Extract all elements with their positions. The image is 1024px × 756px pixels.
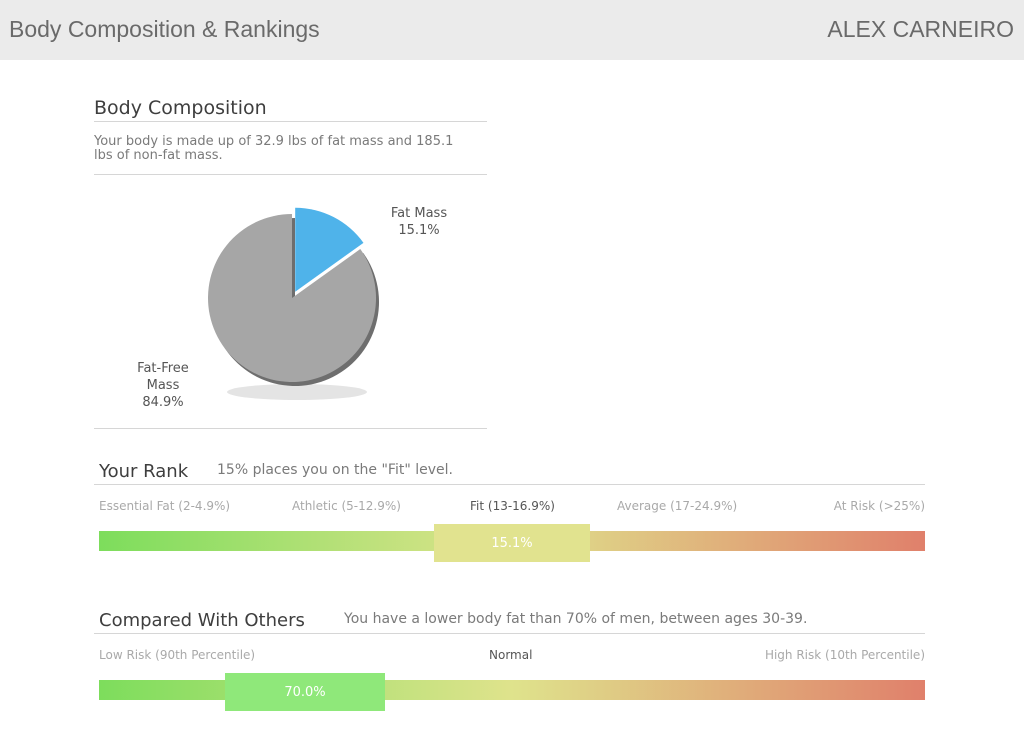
rank-category-at-risk: At Risk (>25%) xyxy=(833,499,925,513)
header-bar: Body Composition & Rankings ALEX CARNEIR… xyxy=(0,0,1024,60)
comparison-category-high-risk: High Risk (10th Percentile) xyxy=(764,648,925,662)
divider xyxy=(94,633,925,634)
pie-label-fat-free-line1: Fat-Free xyxy=(137,361,189,376)
comparison-subtitle: You have a lower body fat than 70% of me… xyxy=(344,611,808,627)
comparison-category-low-risk: Low Risk (90th Percentile) xyxy=(99,648,256,662)
comparison-scale-bar xyxy=(99,680,925,700)
rank-category-athletic: Athletic (5-12.9%) xyxy=(292,499,401,513)
rank-subtitle: 15% places you on the "Fit" level. xyxy=(217,462,453,478)
pie-value-fat-mass: 15.1% xyxy=(398,223,439,238)
page-title: Body Composition & Rankings xyxy=(9,16,320,42)
divider xyxy=(94,174,487,175)
rank-title: Your Rank xyxy=(99,461,189,482)
divider xyxy=(94,428,487,429)
pie-chart: Fat Mass 15.1% Fat-Free Mass 84.9% xyxy=(137,206,447,410)
pie-label-fat-free-line2: Mass xyxy=(147,378,180,393)
comparison-title: Compared With Others xyxy=(99,610,305,631)
pie-slice-fat-free xyxy=(208,214,377,382)
body-composition-title: Body Composition xyxy=(94,97,267,119)
pie-shadow xyxy=(227,384,367,400)
rank-marker: 15.1% xyxy=(434,524,590,562)
pie-value-fat-free: 84.9% xyxy=(142,395,183,410)
description-line-2: lbs of non-fat mass. xyxy=(94,148,223,163)
divider xyxy=(94,484,925,485)
pie-slice-fat-mass xyxy=(295,207,364,292)
rank-category-average: Average (17-24.9%) xyxy=(617,499,738,513)
user-name: ALEX CARNEIRO xyxy=(827,16,1014,42)
rank-category-fit: Fit (13-16.9%) xyxy=(470,499,555,513)
pie-label-fat-mass: Fat Mass xyxy=(391,206,447,221)
rank-category-essential-fat: Essential Fat (2-4.9%) xyxy=(99,499,231,513)
body-composition-description: Your body is made up of 32.9 lbs of fat … xyxy=(94,135,453,163)
comparison-marker: 70.0% xyxy=(225,673,385,711)
divider xyxy=(94,121,487,122)
comparison-marker-label: 70.0% xyxy=(284,684,326,700)
comparison-category-normal: Normal xyxy=(489,648,533,662)
description-line-1: Your body is made up of 32.9 lbs of fat … xyxy=(94,134,454,149)
rank-marker-label: 15.1% xyxy=(491,535,533,551)
